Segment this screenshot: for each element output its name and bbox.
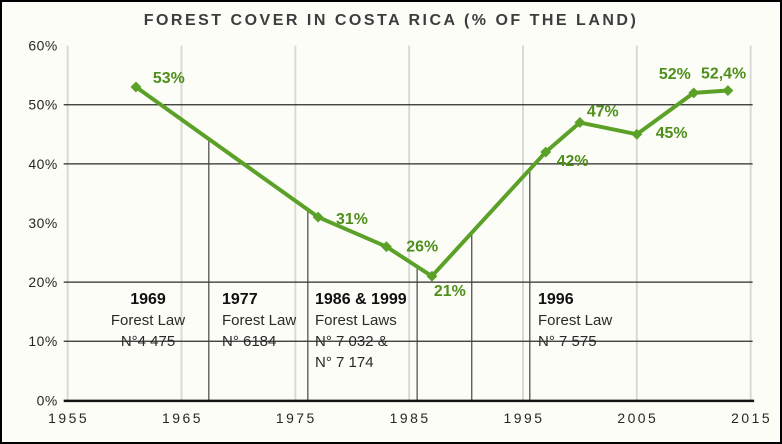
law-annotation-1996: 1996 Forest Law N° 7 575 [538, 289, 612, 352]
data-point-label: 31% [336, 211, 368, 228]
data-point-label: 45% [656, 125, 688, 142]
data-point-label: 26% [406, 239, 438, 256]
law-annotation-text: N° 7 174 [315, 354, 374, 371]
law-annotation-year: 1996 [538, 291, 574, 308]
law-annotation-year: 1977 [222, 291, 258, 308]
data-point-label: 42% [557, 153, 589, 170]
y-axis-label: 20% [28, 274, 57, 290]
x-axis-label: 1985 [390, 410, 431, 426]
data-point-label: 52,4% [701, 66, 746, 83]
data-point [312, 211, 324, 223]
y-axis-label: 60% [28, 38, 57, 54]
law-annotation-1977: 1977 Forest Law N° 6184 [222, 289, 296, 352]
y-axis-label: 30% [28, 215, 57, 231]
data-point [574, 117, 586, 128]
data-point [540, 146, 552, 158]
x-axis-label: 1995 [504, 410, 545, 426]
data-point [631, 128, 643, 140]
law-annotation-text: Forest Law [538, 312, 613, 329]
y-axis-label: 10% [28, 333, 57, 349]
law-annotation-text: N° 7 575 [538, 333, 597, 350]
law-annotation-text: N°4 475 [120, 333, 176, 350]
data-point-label: 21% [434, 283, 466, 300]
data-point-label: 52% [659, 66, 691, 83]
law-annotation-text: Forest Law [222, 312, 297, 329]
chart-title: FOREST COVER IN COSTA RICA (% OF THE LAN… [143, 12, 639, 29]
law-annotation-text: N° 6184 [222, 333, 277, 350]
y-axis-label: 0% [37, 392, 58, 408]
law-annotation-year: 1986 & 1999 [315, 291, 407, 308]
data-point-label: 53% [153, 70, 185, 87]
law-annotation-text: Forest Law [110, 312, 186, 329]
y-axis-label: 50% [28, 97, 57, 113]
law-annotation-text: N° 7 032 & [315, 333, 388, 350]
law-annotation-1969: 1969 Forest Law N°4 475 [104, 289, 192, 352]
law-annotation-year: 1969 [130, 291, 166, 308]
data-point-label: 47% [587, 104, 619, 121]
data-point [722, 85, 734, 96]
law-annotation-text: Forest Laws [315, 312, 397, 329]
x-axis-label: 2005 [617, 410, 658, 426]
y-axis-label: 40% [28, 156, 57, 172]
x-axis-label: 1975 [276, 410, 317, 426]
x-axis-label: 1965 [162, 410, 203, 426]
law-annotation-1986-1999: 1986 & 1999 Forest Laws N° 7 032 & N° 7 174 [315, 289, 407, 373]
x-axis-label: 2015 [731, 410, 772, 426]
x-axis-label: 1955 [48, 410, 89, 426]
